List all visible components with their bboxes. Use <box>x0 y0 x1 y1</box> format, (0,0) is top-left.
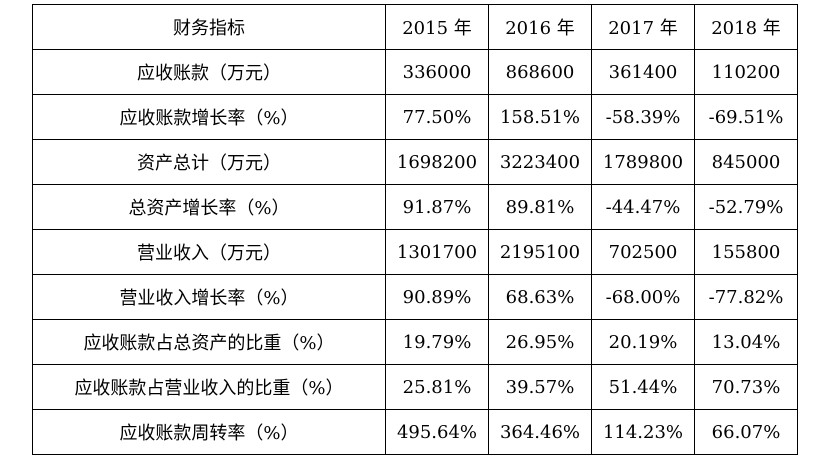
header-year-2015: 2015 年 <box>385 4 489 50</box>
cell-2018: -69.51% <box>694 94 798 140</box>
cell-2017: 702500 <box>591 229 695 275</box>
table-row: 应收账款占总资产的比重（%） 19.79% 26.95% 20.19% 13.0… <box>32 319 798 365</box>
cell-2017: 114.23% <box>591 409 695 455</box>
cell-2018: 13.04% <box>694 319 798 365</box>
cell-2016: 39.57% <box>488 364 592 410</box>
cell-2017: -68.00% <box>591 274 695 320</box>
cell-2018: -52.79% <box>694 184 798 230</box>
cell-2018: 66.07% <box>694 409 798 455</box>
header-year-2016: 2016 年 <box>488 4 592 50</box>
row-label: 应收账款周转率（%） <box>32 409 386 455</box>
row-label: 应收账款占营业收入的比重（%） <box>32 364 386 410</box>
table-row: 应收账款占营业收入的比重（%） 25.81% 39.57% 51.44% 70.… <box>32 364 798 410</box>
row-label: 应收账款占总资产的比重（%） <box>32 319 386 365</box>
financial-indicators-table-container: 财务指标 2015 年 2016 年 2017 年 2018 年 应收账款（万元… <box>32 4 798 455</box>
table-row: 资产总计（万元） 1698200 3223400 1789800 845000 <box>32 139 798 185</box>
cell-2016: 868600 <box>488 49 592 95</box>
cell-2016: 364.46% <box>488 409 592 455</box>
cell-2017: -58.39% <box>591 94 695 140</box>
cell-2018: 845000 <box>694 139 798 185</box>
cell-2017: 51.44% <box>591 364 695 410</box>
cell-2018: 155800 <box>694 229 798 275</box>
row-label: 总资产增长率（%） <box>32 184 386 230</box>
table-row: 应收账款周转率（%） 495.64% 364.46% 114.23% 66.07… <box>32 409 798 455</box>
row-label: 资产总计（万元） <box>32 139 386 185</box>
header-year-2017: 2017 年 <box>591 4 695 50</box>
cell-2017: -44.47% <box>591 184 695 230</box>
header-year-2018: 2018 年 <box>694 4 798 50</box>
row-label: 应收账款增长率（%） <box>32 94 386 140</box>
table-row: 营业收入（万元） 1301700 2195100 702500 155800 <box>32 229 798 275</box>
cell-2017: 20.19% <box>591 319 695 365</box>
table-row: 营业收入增长率（%） 90.89% 68.63% -68.00% -77.82% <box>32 274 798 320</box>
row-label: 营业收入增长率（%） <box>32 274 386 320</box>
cell-2016: 26.95% <box>488 319 592 365</box>
row-label: 应收账款（万元） <box>32 49 386 95</box>
cell-2015: 25.81% <box>385 364 489 410</box>
cell-2015: 336000 <box>385 49 489 95</box>
table-row: 总资产增长率（%） 91.87% 89.81% -44.47% -52.79% <box>32 184 798 230</box>
table-row: 应收账款增长率（%） 77.50% 158.51% -58.39% -69.51… <box>32 94 798 140</box>
cell-2015: 77.50% <box>385 94 489 140</box>
table-row: 应收账款（万元） 336000 868600 361400 110200 <box>32 49 798 95</box>
header-indicator: 财务指标 <box>32 4 386 50</box>
cell-2016: 3223400 <box>488 139 592 185</box>
cell-2016: 2195100 <box>488 229 592 275</box>
financial-indicators-table: 财务指标 2015 年 2016 年 2017 年 2018 年 应收账款（万元… <box>32 4 798 455</box>
cell-2015: 495.64% <box>385 409 489 455</box>
cell-2018: -77.82% <box>694 274 798 320</box>
cell-2017: 361400 <box>591 49 695 95</box>
cell-2018: 70.73% <box>694 364 798 410</box>
cell-2015: 91.87% <box>385 184 489 230</box>
cell-2016: 89.81% <box>488 184 592 230</box>
cell-2018: 110200 <box>694 49 798 95</box>
cell-2016: 158.51% <box>488 94 592 140</box>
cell-2017: 1789800 <box>591 139 695 185</box>
row-label: 营业收入（万元） <box>32 229 386 275</box>
cell-2015: 90.89% <box>385 274 489 320</box>
cell-2015: 19.79% <box>385 319 489 365</box>
cell-2015: 1698200 <box>385 139 489 185</box>
cell-2016: 68.63% <box>488 274 592 320</box>
table-header-row: 财务指标 2015 年 2016 年 2017 年 2018 年 <box>32 4 798 50</box>
cell-2015: 1301700 <box>385 229 489 275</box>
